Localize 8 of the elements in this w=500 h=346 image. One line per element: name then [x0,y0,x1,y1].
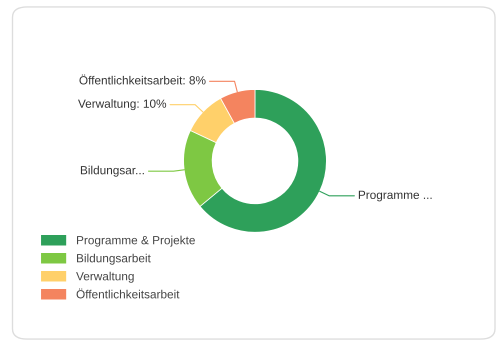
data-label: Verwaltung: 10% [78,99,166,110]
data-label: Programme ... [358,190,432,202]
data-label: Öffentlichkeitsarbeit: 8% [79,74,206,84]
legend-label: Bildungsarbeit [77,254,151,265]
legend-label: Öffentlichkeitsarbeit [76,288,180,298]
data-label: Bildungsar... [80,166,144,177]
legend-label: Programme & Projekte [77,236,195,247]
legend-label: Verwaltung [76,272,134,283]
